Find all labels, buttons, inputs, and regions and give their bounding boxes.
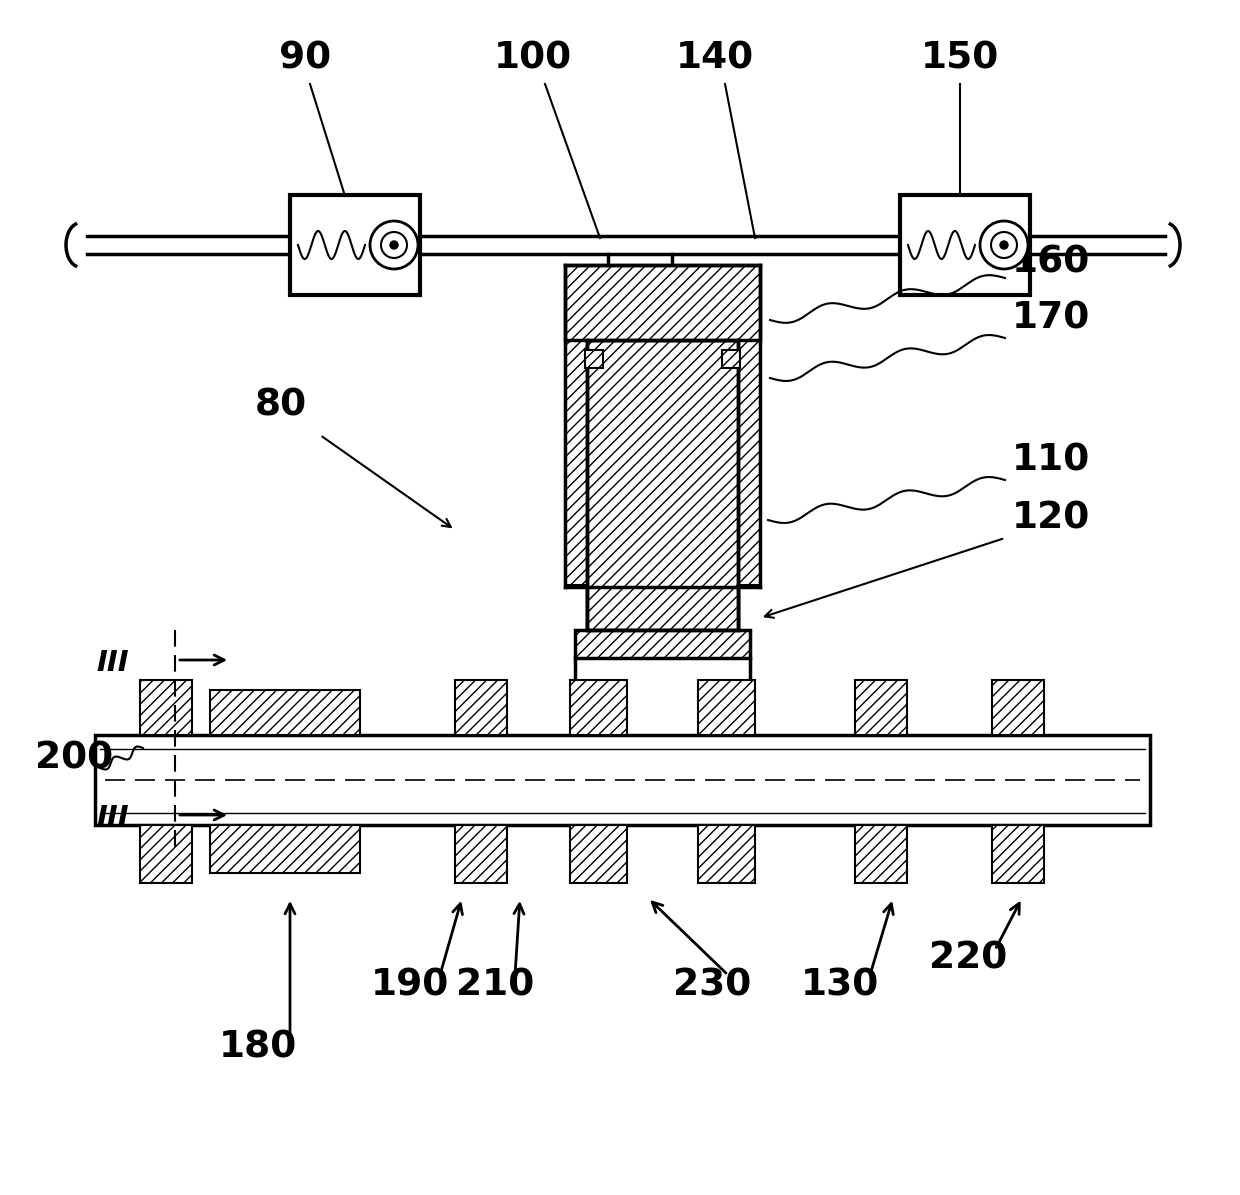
Circle shape (999, 241, 1008, 249)
Bar (140, 825, 192, 883)
Text: III: III (97, 649, 129, 678)
Text: 90: 90 (279, 39, 331, 76)
Bar (565, 265, 760, 341)
Text: 110: 110 (1012, 442, 1090, 478)
Bar (722, 350, 740, 368)
Bar (587, 341, 738, 630)
Text: 170: 170 (1012, 300, 1090, 336)
Bar (565, 341, 587, 586)
Bar (455, 680, 507, 735)
Bar (587, 341, 738, 630)
Text: 220: 220 (929, 940, 1007, 976)
Bar (856, 680, 906, 735)
Bar (210, 690, 360, 735)
Text: 130: 130 (801, 967, 879, 1003)
Circle shape (381, 232, 407, 258)
Bar (738, 341, 760, 586)
Text: III: III (97, 804, 129, 832)
Text: 230: 230 (673, 967, 751, 1003)
Circle shape (991, 232, 1017, 258)
Text: 160: 160 (1012, 244, 1090, 280)
Text: 120: 120 (1012, 500, 1090, 537)
Text: 150: 150 (921, 39, 999, 76)
Bar (587, 341, 738, 630)
Bar (585, 350, 603, 368)
Bar (455, 825, 507, 883)
Bar (900, 195, 1030, 295)
Circle shape (980, 221, 1028, 269)
Text: 200: 200 (35, 740, 113, 776)
Bar (992, 680, 1044, 735)
Bar (290, 195, 420, 295)
Bar (570, 680, 627, 735)
Text: 80: 80 (255, 387, 308, 423)
Circle shape (370, 221, 418, 269)
Bar (698, 680, 755, 735)
Bar (856, 825, 906, 883)
Bar (570, 825, 627, 883)
Bar (575, 630, 750, 658)
Text: 100: 100 (494, 39, 572, 76)
Text: 140: 140 (676, 39, 754, 76)
Text: 180: 180 (219, 1030, 298, 1066)
Bar (992, 825, 1044, 883)
Text: 210: 210 (456, 967, 534, 1003)
Bar (95, 735, 1149, 825)
Text: 190: 190 (371, 967, 449, 1003)
Bar (210, 825, 360, 874)
Bar (140, 680, 192, 735)
Bar (698, 825, 755, 883)
Circle shape (391, 241, 398, 249)
